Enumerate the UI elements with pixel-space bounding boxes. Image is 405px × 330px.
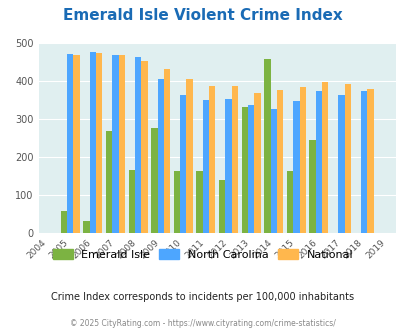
Bar	[264, 59, 270, 233]
Bar	[83, 221, 90, 233]
Bar	[367, 89, 373, 233]
Bar	[118, 55, 125, 233]
Bar	[157, 79, 164, 233]
Bar	[276, 89, 283, 233]
Bar	[344, 83, 350, 233]
Text: Crime Index corresponds to incidents per 100,000 inhabitants: Crime Index corresponds to incidents per…	[51, 292, 354, 302]
Bar	[180, 95, 186, 233]
Bar	[128, 170, 134, 233]
Bar	[90, 52, 96, 233]
Bar	[292, 101, 299, 233]
Bar	[164, 69, 170, 233]
Bar	[299, 87, 305, 233]
Bar	[96, 53, 102, 233]
Bar	[151, 127, 157, 233]
Text: Emerald Isle Violent Crime Index: Emerald Isle Violent Crime Index	[63, 8, 342, 23]
Bar	[254, 93, 260, 233]
Bar	[61, 211, 67, 233]
Bar	[286, 171, 292, 233]
Text: © 2025 CityRating.com - https://www.cityrating.com/crime-statistics/: © 2025 CityRating.com - https://www.city…	[70, 319, 335, 328]
Bar	[360, 91, 367, 233]
Bar	[73, 55, 79, 233]
Bar	[67, 54, 73, 233]
Bar	[231, 86, 237, 233]
Bar	[218, 180, 225, 233]
Bar	[241, 108, 247, 233]
Bar	[309, 140, 315, 233]
Bar	[321, 82, 328, 233]
Bar	[112, 55, 118, 233]
Bar	[247, 105, 254, 233]
Bar	[270, 109, 276, 233]
Bar	[202, 100, 209, 233]
Bar	[106, 131, 112, 233]
Bar	[186, 79, 192, 233]
Bar	[225, 99, 231, 233]
Bar	[141, 61, 147, 233]
Legend: Emerald Isle, North Carolina, National: Emerald Isle, North Carolina, National	[53, 249, 352, 260]
Bar	[315, 91, 321, 233]
Bar	[196, 171, 202, 233]
Bar	[134, 57, 141, 233]
Bar	[173, 171, 180, 233]
Bar	[209, 86, 215, 233]
Bar	[338, 95, 344, 233]
